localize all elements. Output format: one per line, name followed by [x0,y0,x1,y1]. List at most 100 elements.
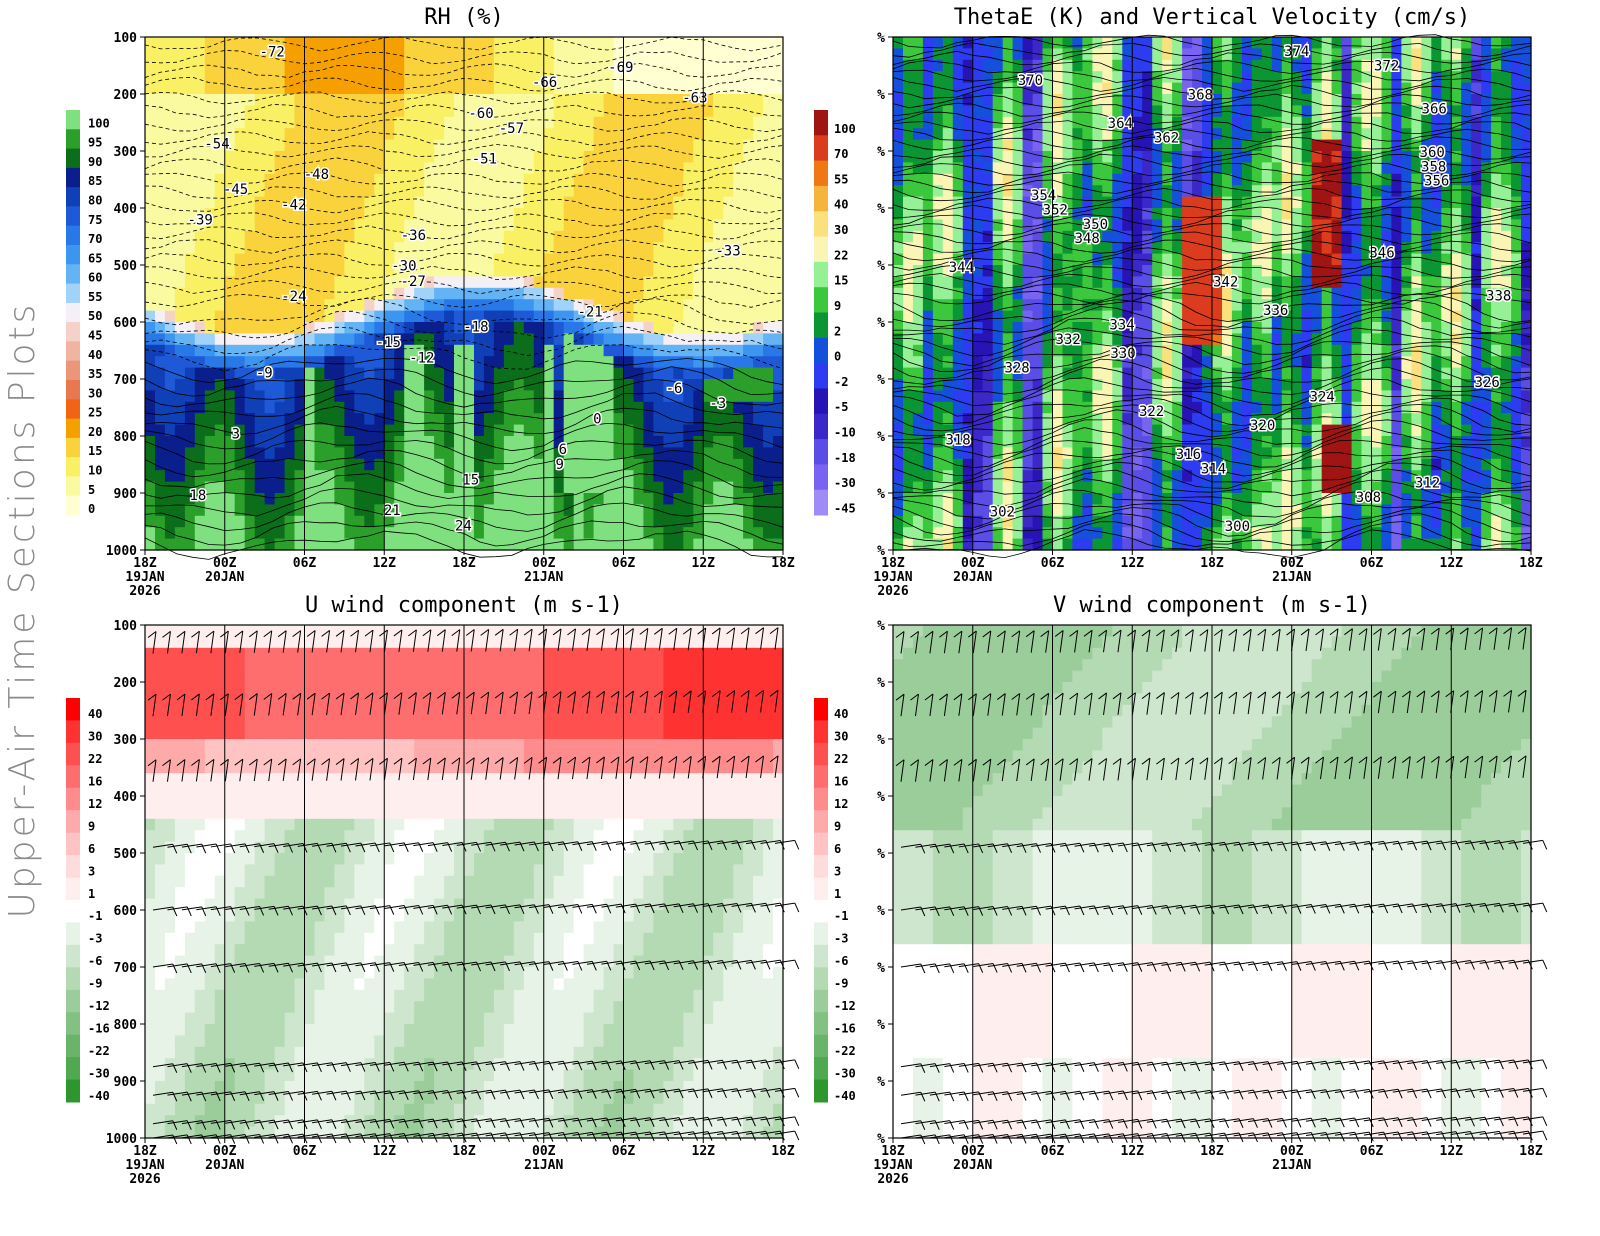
field-cell [1012,196,1024,209]
field-cell [773,37,784,49]
field-cell [903,287,914,300]
field-cell [1102,105,1113,118]
field-cell [773,447,784,460]
field-cell [214,276,226,289]
field-cell [673,242,684,255]
field-cell [1311,116,1323,129]
field-cell [174,390,186,403]
field-cell [663,504,674,517]
field-cell [663,299,674,312]
field-cell [414,538,425,551]
field-cell [1122,162,1133,175]
field-cell [424,379,435,391]
field-cell [244,116,256,129]
field-cell [1042,71,1054,84]
field-cell [952,458,964,471]
field-cell [1281,265,1293,277]
field-cell [593,436,605,448]
field-cell [912,356,924,369]
field-cell [563,310,575,323]
field-cell [903,424,914,437]
field-cell [1261,71,1273,84]
field-cell [354,82,365,95]
field-cell [324,139,335,152]
field-cell [284,105,296,118]
field-cell [324,71,335,84]
field-cell [1002,379,1014,391]
field-cell [434,344,445,357]
field-cell [1052,493,1064,505]
field-cell [324,94,335,106]
field-cell [573,458,585,471]
field-cell [493,276,505,289]
field-cell [1311,367,1323,380]
field-cell [723,413,734,426]
field-cell [314,287,326,300]
field-cell [1172,82,1183,95]
field-cell [1351,173,1363,186]
field-cell [1172,162,1183,175]
field-cell [1112,276,1123,289]
field-cell [503,322,515,334]
field-cell [773,230,784,243]
field-cell [1162,162,1173,175]
field-cell [1072,413,1083,426]
field-cell [1012,37,1024,49]
field-cell [404,71,415,84]
field-cell [543,470,555,483]
field-cell [354,139,365,152]
field-cell [713,208,724,220]
field-cell [244,538,256,551]
field-cell [404,390,415,403]
field-cell [1321,173,1333,186]
field-cell [344,390,355,403]
field-cell [932,436,944,448]
field-cell [922,458,934,471]
field-cell [204,151,216,163]
field-cell [583,481,595,494]
field-cell [234,413,246,426]
field-cell [1092,48,1103,61]
field-cell [1122,481,1133,494]
field-cell [523,276,535,289]
field-cell [1301,413,1313,426]
field-cell [982,538,994,551]
field-cell [404,310,415,323]
field-cell [284,413,296,426]
field-cell [942,230,954,243]
field-cell [1351,538,1363,551]
field-cell [1281,151,1293,163]
field-cell [1311,82,1323,95]
field-cell [1261,493,1273,505]
field-cell [1341,276,1353,289]
field-cell [713,344,724,357]
field-cell [523,367,535,380]
field-cell [174,71,186,84]
field-cell [1112,538,1123,551]
field-cell [404,333,415,346]
field-cell [1142,185,1153,198]
field-cell [942,413,954,426]
field-cell [653,299,664,312]
field-cell [1291,139,1303,152]
field-cell [164,344,176,357]
field-cell [294,253,306,266]
field-cell [384,436,395,448]
field-cell [533,401,545,414]
field-cell [414,447,425,460]
field-cell [962,527,974,540]
field-cell [713,538,724,551]
field-cell [1212,458,1223,471]
field-cell [603,356,615,369]
field-cell [1251,344,1263,357]
field-cell [1291,287,1303,300]
field-cell [1222,230,1233,243]
field-cell [164,299,176,312]
field-cell [1241,310,1253,323]
field-cell [613,356,625,369]
field-cell [1002,390,1014,403]
field-cell [713,253,724,266]
field-cell [1132,515,1143,528]
field-cell [493,379,505,391]
field-cell [1182,458,1193,471]
